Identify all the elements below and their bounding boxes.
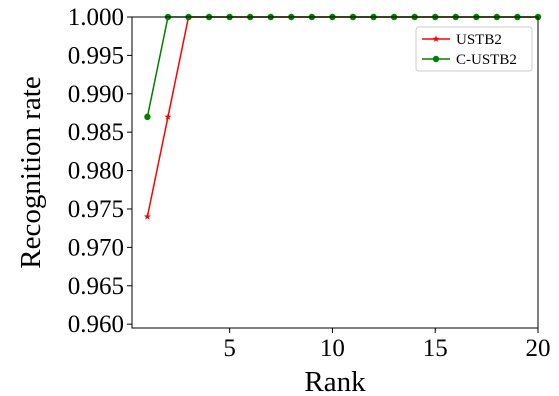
data-point xyxy=(164,113,172,120)
y-tick-label: 0.995 xyxy=(68,42,124,69)
legend: USTB2 C-USTB2 xyxy=(415,26,533,72)
x-tick-label: 5 xyxy=(223,335,236,362)
data-point xyxy=(143,213,151,220)
y-tick-label: 0.985 xyxy=(68,119,124,146)
legend-label: USTB2 xyxy=(456,32,502,48)
y-axis-title: Recognition rate xyxy=(15,76,47,268)
x-tick-label: 10 xyxy=(320,335,345,362)
x-tick-label: 20 xyxy=(526,335,551,362)
y-tick-label: 0.960 xyxy=(68,311,124,338)
legend-label: C-USTB2 xyxy=(456,52,517,68)
y-tick-label: 1.000 xyxy=(68,4,124,31)
legend-item: C-USTB2 xyxy=(422,52,517,68)
x-tick-label: 15 xyxy=(423,335,448,362)
y-tick-label: 0.990 xyxy=(68,81,124,108)
x-axis-title: Rank xyxy=(304,366,366,396)
legend-marker xyxy=(432,35,440,42)
legend-box xyxy=(415,26,533,72)
data-point xyxy=(144,113,151,121)
y-tick-label: 0.965 xyxy=(68,273,124,300)
plot-frame xyxy=(131,16,539,329)
y-tick-label: 0.975 xyxy=(68,196,124,223)
legend-item: USTB2 xyxy=(422,32,502,48)
y-axis: 0.960 0.965 0.970 0.975 0.980 0.985 0.990 0.995… xyxy=(68,4,132,338)
x-axis: 5 10 15 20 xyxy=(223,328,551,362)
y-tick-label: 0.970 xyxy=(68,234,124,261)
y-tick-label: 0.980 xyxy=(68,158,124,185)
legend-marker xyxy=(432,55,440,63)
